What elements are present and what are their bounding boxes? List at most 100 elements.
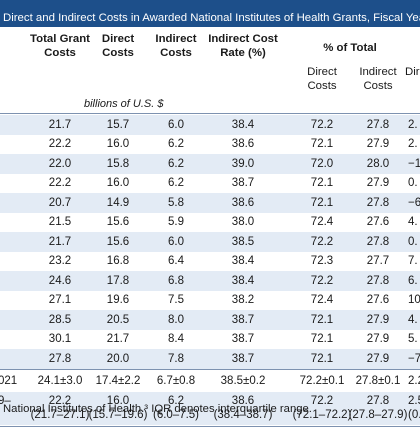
cell-last: 10. [408,294,420,306]
cell-total: 21.5 [48,216,72,228]
cell-indirect: 6.0 [168,118,184,131]
cell-rate: 38.7 [231,352,255,365]
cell-direct: 14.9 [106,196,130,209]
table-row [0,154,420,174]
cell-direct: 15.6 [106,235,130,248]
table-row [0,173,420,193]
cell-total: 24.6 [48,274,72,287]
cell-rate: 38.6 [231,138,255,150]
cell-direct: 19.6 [106,294,130,306]
median-pct-direct: 72.2 [310,394,334,407]
table-row [0,290,420,310]
cell-pct-indirect: 28.0 [366,157,390,170]
header-indirect-costs: Indirect Costs [155,33,197,59]
table-row [0,115,420,135]
cell-rate: 38.6 [231,196,255,209]
cell-total: 27.8 [48,352,72,365]
header-pct-indirect-costs: Indirect Costs [359,66,397,92]
cell-pct-direct: 72.2 [310,274,334,287]
table-row [0,134,420,154]
cell-pct-indirect: 27.9 [366,313,390,326]
table-title-bar: Direct and Indirect Costs in Awarded Nat… [0,0,420,27]
cell-pct-direct: 72.1 [310,313,334,326]
cell-total: 21.7 [48,235,72,248]
cell-last: 6. [408,274,418,287]
cell-direct: 15.6 [106,216,130,228]
cell-pct-indirect: 27.8 [366,274,390,287]
cell-pct-direct: 72.4 [310,294,334,306]
median-indirect-iqr: (6.0–7.5) [152,408,200,421]
cell-pct-direct: 72.2 [310,235,334,248]
cell-indirect: 6.0 [168,235,184,248]
cell-last: 2. [408,138,418,150]
cell-last: 0. [408,235,418,248]
cell-rate: 38.5 [231,235,255,248]
cell-rate: 38.7 [231,333,255,345]
cell-pct-indirect: 27.8 [366,196,390,209]
median-last: 2.5 [408,394,420,407]
cell-rate: 38.7 [231,177,255,189]
cell-total: 30.1 [48,333,72,345]
cell-indirect: 8.0 [168,313,184,326]
median-rate: 38.6 [231,394,255,407]
cell-indirect: 6.2 [168,138,184,150]
cell-last: 5. [408,333,418,345]
cell-last: −1. [408,157,420,170]
cell-rate: 39.0 [231,157,255,170]
cell-indirect: 5.9 [168,216,184,228]
header-total-grant-costs: Total Grant Costs [30,33,90,59]
cell-direct: 15.7 [106,118,130,131]
cell-total: 22.2 [48,138,72,150]
cell-direct: 17.8 [106,274,130,287]
mean-indirect: 6.7±0.8 [156,374,196,387]
cell-rate: 38.4 [231,274,255,287]
header-indirect-cost-rate: Indirect Cost Rate (%) [208,33,278,59]
cell-direct: 16.0 [106,138,130,150]
header-band [0,27,420,113]
cell-pct-indirect: 27.6 [366,216,390,228]
cell-last: −7. [408,352,420,365]
mean-row-label: 021 [0,374,18,387]
median-rate-iqr: (38.4–38.7) [213,408,273,421]
cell-pct-indirect: 27.9 [366,352,390,365]
cell-pct-indirect: 27.8 [366,235,390,248]
median-pct-direct-iqr: (72.1–72.2) [292,408,352,421]
median-direct: 16.0 [106,394,130,407]
table-row [0,232,420,252]
cell-total: 22.0 [48,157,72,170]
cell-pct-direct: 72.0 [310,157,334,170]
median-total-iqr: (21.7–27.1) [30,408,90,421]
median-total: 22.2 [48,394,72,407]
table-row [0,193,420,213]
cell-rate: 38.4 [231,255,255,267]
median-row [0,391,420,425]
cell-direct: 20.5 [106,313,130,326]
table-row [0,310,420,330]
cell-last: 4. [408,313,418,326]
cell-pct-direct: 72.3 [310,255,334,267]
mean-total: 24.1±3.0 [37,374,83,387]
cell-pct-indirect: 27.9 [366,177,390,189]
cell-direct: 20.0 [106,352,130,365]
cell-direct: 21.7 [106,333,130,345]
mean-last: 2.2± [408,374,420,387]
median-pct-indirect-iqr: (27.8–27.9) [348,408,408,421]
cell-indirect: 6.8 [168,274,184,287]
table-row [0,271,420,291]
median-direct-iqr: (15.7–19.6) [88,408,148,421]
cell-last: 7. [408,255,418,267]
cell-last: 2. [408,118,418,131]
mean-rate: 38.5±0.2 [220,374,266,387]
median-indirect: 6.2 [168,394,184,407]
mean-pct-indirect: 27.8±0.1 [355,374,401,387]
mean-pct-direct: 72.2±0.1 [299,374,345,387]
cell-direct: 16.0 [106,177,130,189]
cell-total: 20.7 [48,196,72,209]
units-label: billions of U.S. $ [84,98,164,110]
header-percent-of-total: % of Total [323,42,377,54]
cell-indirect: 5.8 [168,196,184,209]
cell-pct-indirect: 27.7 [366,255,390,267]
table-row [0,349,420,369]
cell-pct-direct: 72.1 [310,138,334,150]
cell-pct-direct: 72.4 [310,216,334,228]
